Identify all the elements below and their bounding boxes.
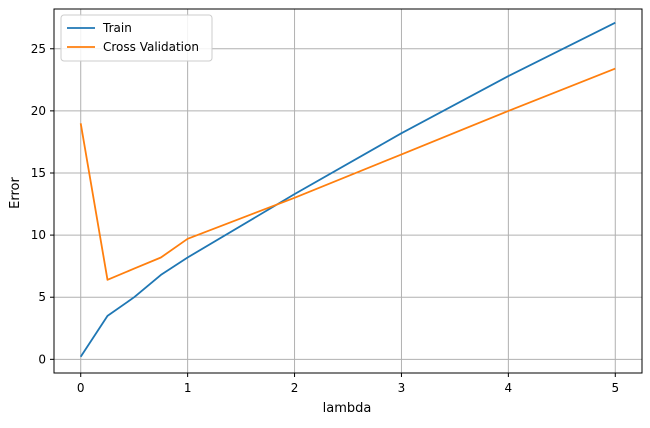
series-line-cross-validation — [79, 67, 616, 281]
plot-frame — [53, 8, 643, 374]
x-axis-ticks: 0 1 2 3 4 5 — [77, 373, 619, 395]
grid-lines — [54, 9, 642, 373]
y-tick-label: 0 — [38, 352, 46, 366]
series-lines — [79, 21, 616, 358]
legend-box — [60, 14, 213, 62]
y-axis-label: Error — [8, 177, 23, 209]
y-tick-label: 15 — [31, 166, 46, 180]
x-axis-label: lambda — [323, 401, 372, 416]
y-axis-ticks: 0 5 10 15 20 25 — [31, 42, 54, 366]
x-tick-label: 5 — [611, 381, 619, 395]
y-tick-label: 10 — [31, 228, 46, 242]
y-tick-label: 25 — [31, 42, 46, 56]
x-tick-label: 3 — [398, 381, 406, 395]
x-tick-label: 4 — [505, 381, 513, 395]
legend-label: Train — [102, 21, 132, 35]
series-line-train — [79, 21, 616, 358]
y-tick-label: 5 — [38, 290, 46, 304]
y-tick-label: 20 — [31, 104, 46, 118]
legend: Train Cross Validation — [60, 14, 213, 62]
x-tick-label: 1 — [184, 381, 192, 395]
x-tick-label: 0 — [77, 381, 85, 395]
x-tick-label: 2 — [291, 381, 299, 395]
legend-label: Cross Validation — [103, 40, 199, 54]
